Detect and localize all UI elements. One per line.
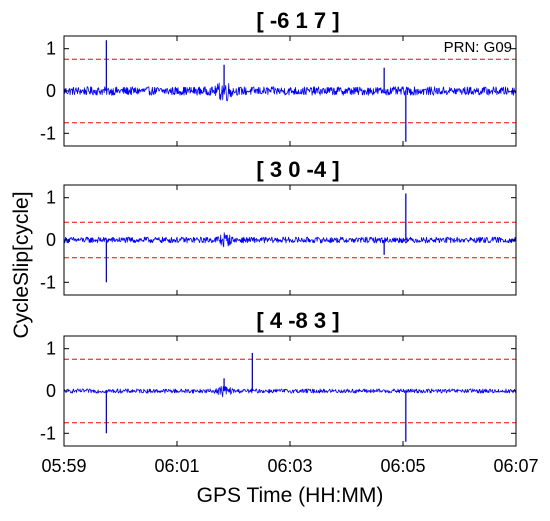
x-tick-label: 06:05 (380, 456, 425, 476)
signal-series (63, 385, 517, 398)
y-tick-label: -1 (40, 272, 56, 292)
y-tick-label: 0 (46, 81, 56, 101)
x-axis-label: GPS Time (HH:MM) (197, 484, 384, 507)
y-tick-label: 0 (46, 230, 56, 250)
x-tick-label: 06:03 (267, 456, 312, 476)
panel-3: [ 4 -8 3 ] 1 0 -1 05:59 06:01 06:03 06:05 06:07 (40, 308, 539, 476)
y-tick-label: 1 (46, 339, 56, 359)
prn-label: PRN: G09 (444, 39, 512, 56)
y-tick-label: 1 (46, 188, 56, 208)
panels: [ -6 1 7 ] 1 0 -1 [ 3 0 -4 ] 1 0 -1 [ 4 -8 3 ] 1 0… (40, 8, 539, 476)
panel-2: [ 3 0 -4 ] 1 0 -1 (40, 157, 517, 296)
signal-series (63, 232, 517, 248)
x-tick-label: 05:59 (41, 456, 86, 476)
y-tick-label: 1 (46, 39, 56, 59)
y-axis-label: CycleSlip[cycle] (10, 191, 33, 338)
signal-series (63, 82, 517, 102)
panel-title: [ 3 0 -4 ] (256, 157, 339, 182)
panel-title: [ 4 -8 3 ] (256, 308, 339, 333)
x-tick-label: 06:07 (493, 456, 538, 476)
x-tick-label: 06:01 (154, 456, 199, 476)
y-tick-label: -1 (40, 423, 56, 443)
panel-title: [ -6 1 7 ] (256, 8, 339, 33)
panel-1: [ -6 1 7 ] 1 0 -1 (40, 8, 517, 147)
y-tick-label: 0 (46, 381, 56, 401)
y-tick-label: -1 (40, 123, 56, 143)
